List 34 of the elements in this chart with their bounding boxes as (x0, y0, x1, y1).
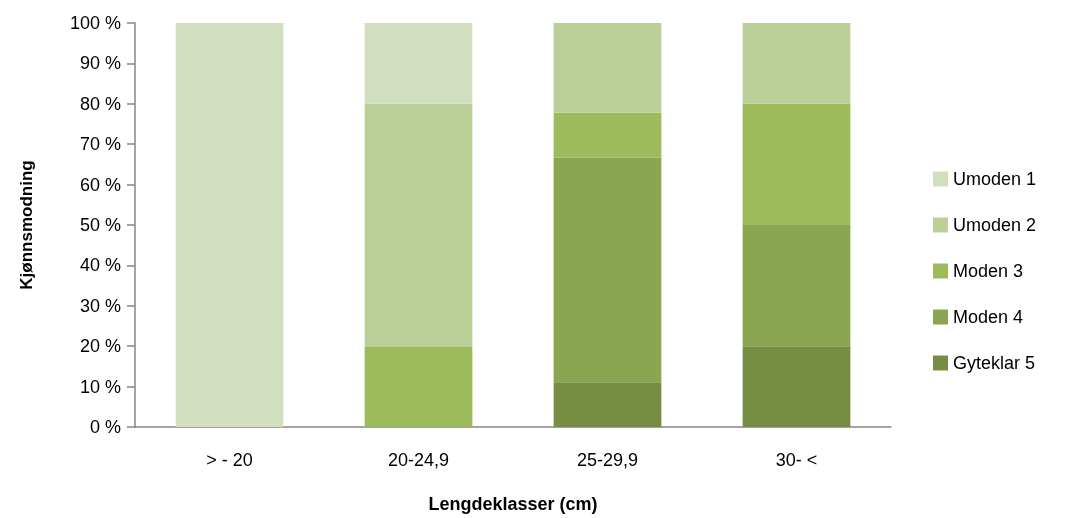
bar (742, 23, 851, 104)
bar (553, 157, 662, 383)
legend-label: Moden 3 (953, 261, 1024, 281)
y-tick-label: 50 % (79, 215, 121, 235)
legend-label: Umoden 1 (953, 169, 1037, 189)
bar (175, 23, 284, 427)
y-tick-label: 10 % (79, 376, 121, 397)
y-tick-label: 40 % (79, 255, 121, 276)
y-tick-label: 30 % (79, 295, 121, 316)
bar (553, 382, 662, 427)
legend-label: Moden 4 (953, 307, 1024, 327)
y-tick-label: 90 % (79, 53, 121, 74)
x-tick-label: 25-29,9 (576, 450, 639, 470)
bar (553, 112, 662, 158)
y-tick-label: 0 % (89, 417, 121, 437)
bar (364, 346, 473, 427)
bar (553, 23, 662, 113)
y-tick-label: 20 % (79, 336, 121, 357)
legend-label: Gyteklar 5 (953, 353, 1036, 373)
y-axis-title: Kjønnsmodning (17, 160, 36, 290)
y-tick-label: 60 % (79, 174, 121, 195)
bar (742, 103, 851, 225)
x-tick-label: 30- < (775, 450, 818, 470)
x-axis-title: Lengdeklasser (cm) (428, 494, 598, 514)
bar (742, 346, 851, 427)
bar (364, 103, 473, 347)
x-tick-label: 20-24,9 (387, 450, 450, 470)
y-tick-label: 70 % (79, 134, 121, 155)
x-tick-label: > - 20 (206, 450, 253, 470)
bar (742, 225, 851, 347)
y-tick-label: 80 % (79, 93, 121, 114)
bar (364, 23, 473, 104)
legend-label: Umoden 2 (953, 215, 1037, 235)
y-tick-label: 100 % (69, 13, 121, 33)
